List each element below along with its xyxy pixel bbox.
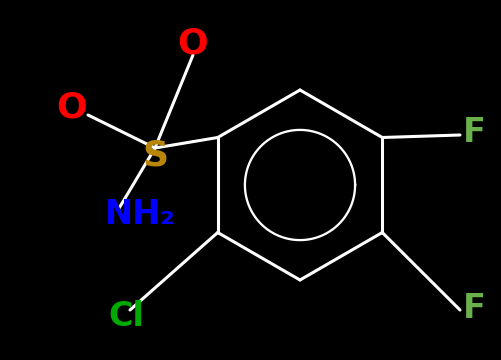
Text: F: F [463,292,486,324]
Text: O: O [57,91,87,125]
Text: NH₂: NH₂ [105,198,176,231]
Text: Cl: Cl [108,300,144,333]
Text: S: S [142,138,168,172]
Text: F: F [463,116,486,148]
Text: O: O [178,26,208,60]
